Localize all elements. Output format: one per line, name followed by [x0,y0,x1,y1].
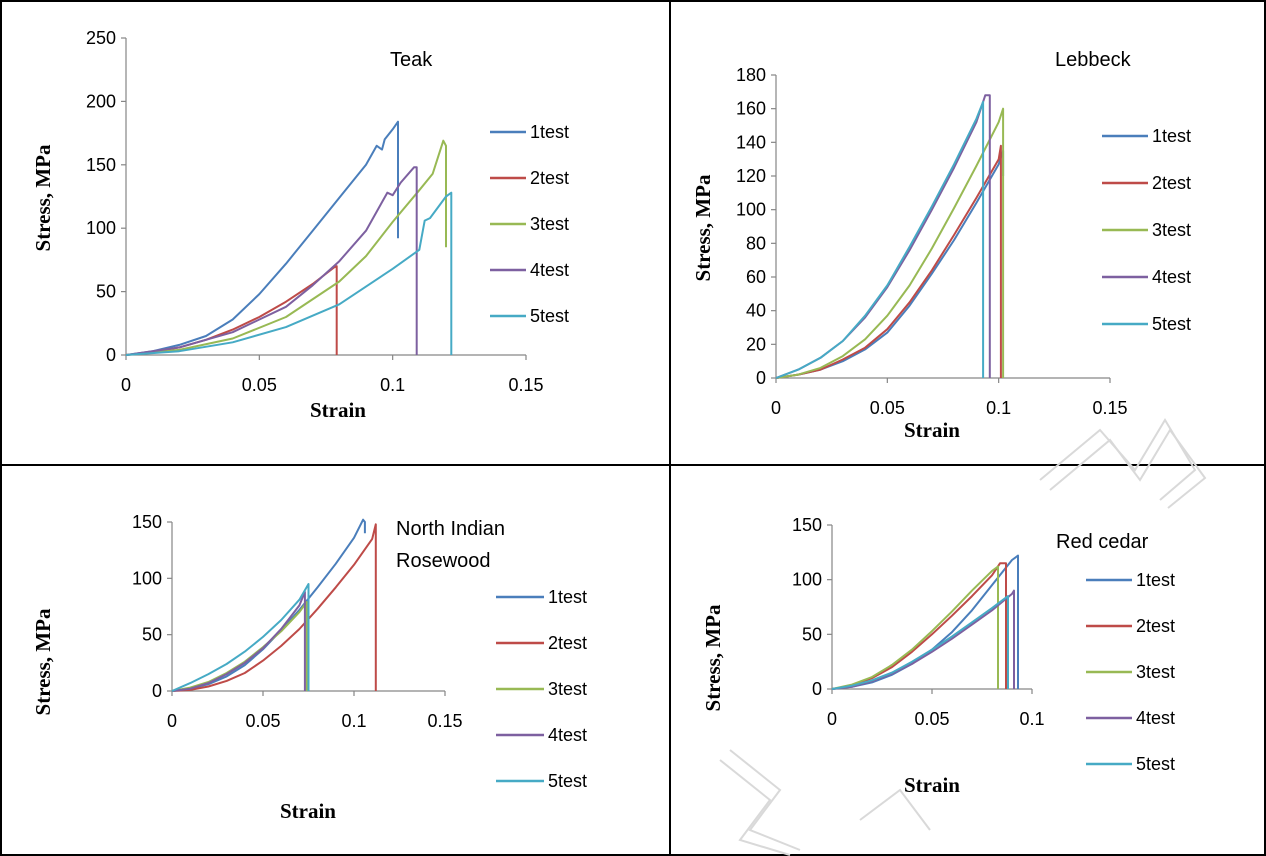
legend-label-1test: 1test [1152,126,1191,146]
y-tick-label: 150 [86,155,116,175]
chart-title: North Indian Rosewood [396,518,505,572]
chart-title: Teak [390,49,433,71]
legend-label-2test: 2test [1136,616,1175,636]
legend-label-2test: 2test [548,633,587,653]
y-axis-label: Stress, MPa [31,144,55,251]
chart-title: Red cedar [1056,531,1149,553]
legend-label-3test: 3test [548,679,587,699]
x-tick-label: 0.15 [508,375,543,395]
legend-label-4test: 4test [1136,708,1175,728]
chart-panel-teak: 0 50 100 150 200 250 0 0.05 0.1 0.15 Teak Strain Str… [0,0,670,465]
y-axis-label: Stress, MPa [31,608,55,715]
x-tick-label: 0 [771,398,781,418]
x-tick-label: 0.05 [245,711,280,731]
y-tick-label: 150 [132,512,162,532]
chart-teak: 0 50 100 150 200 250 0 0.05 0.1 0.15 Teak Strain Str… [31,28,569,422]
legend-label-5test: 5test [1136,754,1175,774]
series-line-1test [831,554,1019,690]
x-tick-label: 0.05 [914,709,949,729]
y-tick-label: 60 [746,267,766,287]
y-tick-label: 120 [736,166,766,186]
y-tick-label: 20 [746,334,766,354]
y-tick-label: 180 [736,65,766,85]
series-line-2test [775,144,1002,379]
y-tick-label: 100 [132,568,162,588]
x-axis-label: Strain [280,799,336,823]
x-tick-label: 0.05 [870,398,905,418]
series-line-1test [125,120,399,356]
chart-panel-red-cedar: 0 50 100 150 0 0.05 0.1 Red cedar Strain Stress, … [670,465,1266,856]
series-line-3test [831,565,999,690]
legend-label-3test: 3test [530,214,569,234]
y-axis-label: Stress, MPa [701,604,725,711]
y-tick-label: 150 [792,515,822,535]
series-line-1test [775,149,1005,379]
y-tick-label: 50 [802,624,822,644]
legend-label-2test: 2test [530,168,569,188]
y-tick-label: 140 [736,132,766,152]
legend-label-4test: 4test [548,725,587,745]
legend-label-3test: 3test [1152,220,1191,240]
legend-label-4test: 4test [530,260,569,280]
series-line-1test [171,518,366,692]
legend-label-1test: 1test [548,587,587,607]
chart-lebbeck: 0 20 40 60 80 100 120 140 160 180 0 0.05 0.1 0.15 Lebb… [691,49,1191,442]
x-tick-label: 0 [167,711,177,731]
x-tick-label: 0.15 [1092,398,1127,418]
x-tick-label: 0.1 [380,375,405,395]
x-tick-label: 0.15 [427,711,462,731]
y-tick-label: 200 [86,91,116,111]
y-tick-label: 40 [746,301,766,321]
legend-label-5test: 5test [530,306,569,326]
x-tick-label: 0 [827,709,837,729]
legend-label-4test: 4test [1152,267,1191,287]
chart-panel-north-indian-rosewood: 0 50 100 150 0 0.05 0.1 0.15 North Indian Rosewoo… [0,465,670,856]
y-tick-label: 80 [746,233,766,253]
y-tick-label: 0 [152,681,162,701]
y-tick-label: 100 [792,570,822,590]
x-tick-label: 0.05 [242,375,277,395]
legend-label-1test: 1test [1136,570,1175,590]
x-tick-label: 0.1 [1019,709,1044,729]
chart-panel-lebbeck: 0 20 40 60 80 100 120 140 160 180 0 0.05 0.1 0.15 Lebb… [670,0,1266,465]
x-tick-label: 0.1 [986,398,1011,418]
series-line-5test [125,191,453,356]
y-tick-label: 160 [736,99,766,119]
chart-title: Lebbeck [1055,49,1132,71]
series-line-4test [125,166,418,356]
legend-label-5test: 5test [548,771,587,791]
y-tick-label: 0 [812,679,822,699]
y-tick-label: 0 [756,368,766,388]
legend-label-3test: 3test [1136,662,1175,682]
chart-red-cedar: 0 50 100 150 0 0.05 0.1 Red cedar Strain Stress, … [701,515,1175,797]
legend-label-2test: 2test [1152,173,1191,193]
y-tick-label: 0 [106,345,116,365]
x-tick-label: 0 [121,375,131,395]
x-axis-label: Strain [904,418,960,442]
legend-label-5test: 5test [1152,314,1191,334]
series-line-3test [775,107,1005,379]
legend-label-1test: 1test [530,122,569,142]
x-axis-label: Strain [310,398,366,422]
y-tick-label: 250 [86,28,116,48]
y-tick-label: 50 [142,625,162,645]
x-axis-label: Strain [904,773,960,797]
y-axis-label: Stress, MPa [691,174,715,281]
y-tick-label: 50 [96,282,116,302]
x-tick-label: 0.1 [341,711,366,731]
y-tick-label: 100 [86,218,116,238]
y-tick-label: 100 [736,200,766,220]
chart-north-indian-rosewood: 0 50 100 150 0 0.05 0.1 0.15 North Indian Rosewoo… [31,512,587,823]
